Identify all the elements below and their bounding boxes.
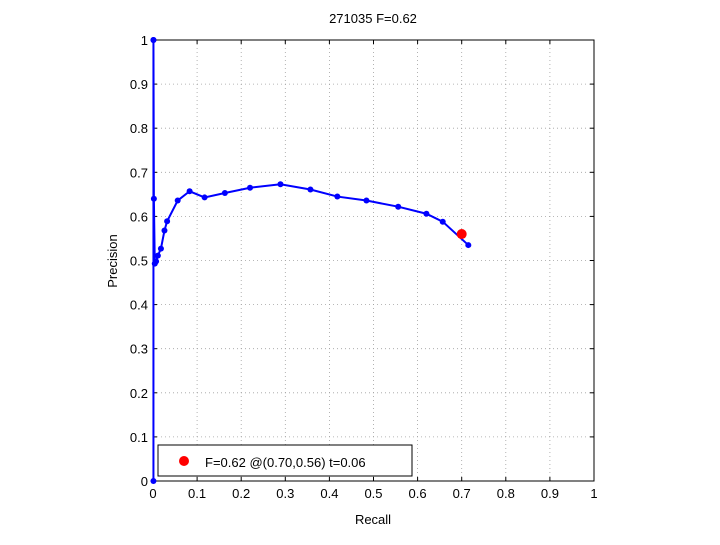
x-tick-label: 0.2	[232, 486, 250, 501]
legend-marker	[179, 456, 189, 466]
chart-title: 271035 F=0.62	[329, 11, 417, 26]
grid	[153, 40, 594, 481]
x-tick-label: 0.5	[364, 486, 382, 501]
data-point	[221, 190, 228, 197]
data-point	[307, 186, 314, 193]
y-tick-label: 0.4	[130, 298, 148, 313]
data-point	[161, 227, 168, 234]
legend-label: F=0.62 @(0.70,0.56) t=0.06	[205, 455, 366, 470]
y-tick-label: 0.6	[130, 209, 148, 224]
data-point	[201, 194, 208, 201]
y-tick-label: 0	[141, 474, 148, 489]
data-point	[439, 218, 446, 225]
y-tick-label: 1	[141, 33, 148, 48]
data-point	[174, 197, 181, 204]
y-tick-label: 0.8	[130, 121, 148, 136]
data-point	[150, 478, 157, 484]
data-point	[465, 242, 472, 249]
data-point	[157, 245, 164, 252]
series-layer	[150, 37, 472, 484]
best-f-point	[456, 229, 467, 240]
data-point	[164, 218, 171, 225]
x-tick-label: 0.4	[320, 486, 338, 501]
y-tick-label: 0.2	[130, 386, 148, 401]
y-tick-label: 0.3	[130, 342, 148, 357]
data-point	[247, 184, 254, 191]
y-tick-label: 0.9	[130, 77, 148, 92]
x-axis-label: Recall	[355, 512, 391, 527]
data-point	[150, 195, 157, 202]
legend-box	[157, 444, 413, 477]
x-tick-label: 1	[590, 486, 597, 501]
data-point	[151, 260, 158, 267]
x-tick-label: 0.7	[453, 486, 471, 501]
x-tick-label: 0.9	[541, 486, 559, 501]
x-tick-label: 0.6	[409, 486, 427, 501]
data-point	[334, 193, 341, 200]
data-point	[150, 37, 157, 43]
y-tick-label: 0.5	[130, 254, 148, 269]
x-tick-label: 0.3	[276, 486, 294, 501]
legend: F=0.62 @(0.70,0.56) t=0.06	[157, 444, 413, 477]
y-tick-label: 0.1	[130, 430, 148, 445]
data-point	[363, 197, 370, 204]
data-point	[395, 203, 402, 210]
x-tick-label: 0.1	[188, 486, 206, 501]
data-point	[186, 188, 193, 195]
data-point	[277, 181, 284, 188]
y-tick-label: 0.7	[130, 165, 148, 180]
data-point	[423, 210, 430, 217]
y-axis-label: Precision	[105, 234, 120, 287]
x-tick-label: 0	[149, 486, 156, 501]
ticks: 0 0.1 0.2 0.3 0.4 0.5 0.6 0.7 0.8 0.9 1 0 0.1 0.2 0.3 0…	[130, 33, 598, 501]
data-point	[154, 252, 161, 259]
x-tick-label: 0.8	[497, 486, 515, 501]
